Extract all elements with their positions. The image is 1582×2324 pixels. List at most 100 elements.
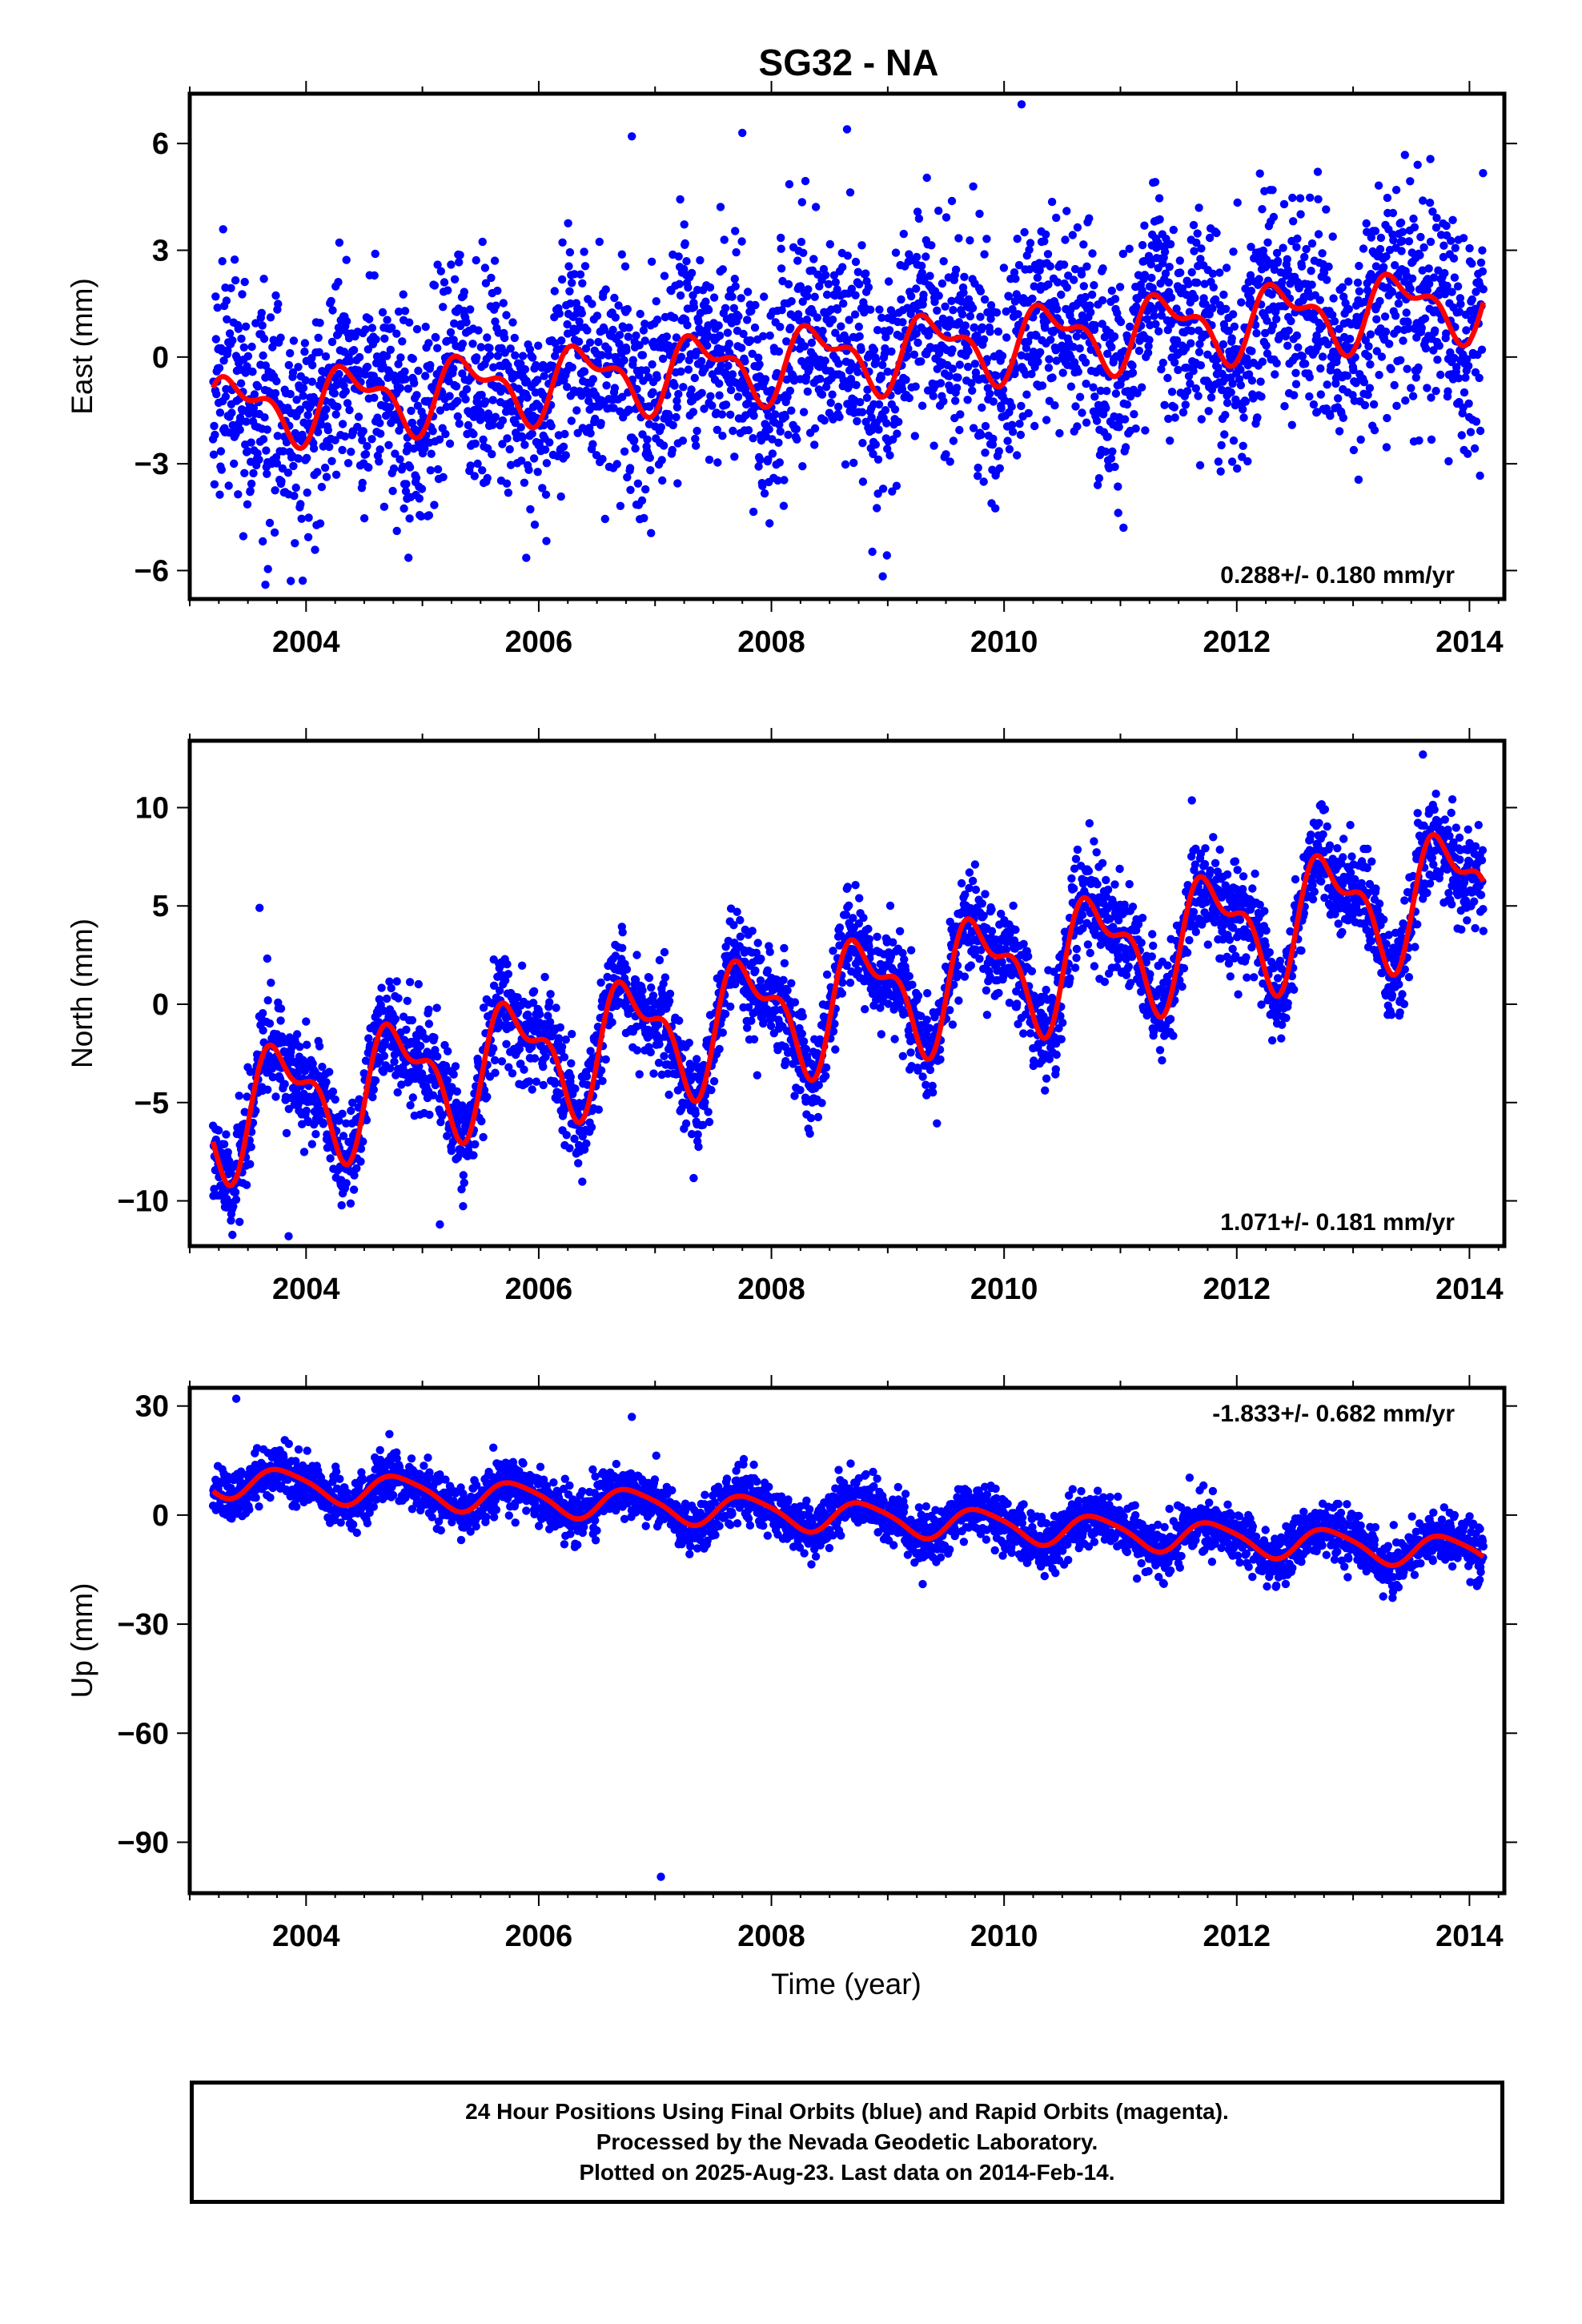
data-point: [891, 248, 901, 257]
data-point: [986, 389, 994, 398]
data-point: [1354, 475, 1363, 485]
data-point: [765, 947, 774, 956]
data-point: [1130, 410, 1138, 419]
data-point: [396, 455, 404, 464]
data-point: [853, 368, 862, 376]
data-point: [1170, 413, 1179, 422]
data-point: [1400, 151, 1410, 159]
data-point: [1392, 401, 1401, 410]
data-point: [1081, 292, 1090, 302]
data-point: [867, 413, 876, 422]
data-point: [675, 279, 684, 288]
data-point: [777, 244, 785, 253]
data-point: [263, 425, 271, 434]
data-point: [729, 426, 737, 436]
data-point: [355, 352, 364, 362]
data-point: [441, 429, 450, 439]
data-point: [853, 267, 863, 276]
y-tick-label: 0: [152, 341, 169, 375]
data-point: [754, 353, 763, 362]
data-point: [455, 258, 464, 267]
data-point: [341, 387, 350, 396]
data-point: [1425, 199, 1435, 207]
data-point: [343, 399, 352, 408]
data-point: [1417, 324, 1427, 332]
data-point: [708, 401, 717, 410]
data-point: [1214, 364, 1223, 372]
data-point: [641, 485, 650, 494]
data-point: [394, 994, 403, 1003]
data-point: [646, 1047, 655, 1057]
data-point: [1184, 279, 1193, 288]
data-point: [966, 236, 974, 245]
data-point: [1212, 228, 1221, 238]
data-point: [596, 419, 605, 428]
data-point: [468, 340, 477, 348]
data-point: [1043, 250, 1053, 259]
data-point: [1302, 244, 1311, 254]
data-point: [594, 337, 603, 347]
data-point: [986, 301, 996, 310]
data-point: [949, 436, 958, 445]
data-point: [1239, 405, 1247, 414]
data-point: [525, 345, 535, 354]
data-point: [835, 412, 844, 421]
data-point: [428, 427, 437, 436]
data-point: [424, 1005, 433, 1015]
data-point: [1010, 268, 1019, 277]
data-point: [400, 307, 410, 316]
data-point: [1419, 243, 1428, 252]
data-point: [676, 195, 685, 204]
data-point: [1406, 177, 1415, 186]
data-point: [259, 351, 267, 360]
data-point: [451, 1062, 460, 1071]
data-point: [1426, 237, 1435, 247]
data-point: [1479, 285, 1488, 294]
data-point: [587, 1123, 596, 1132]
data-point: [1045, 355, 1054, 364]
data-point: [564, 262, 573, 271]
data-point: [266, 313, 275, 322]
data-point: [726, 1002, 735, 1011]
data-point: [1414, 363, 1423, 372]
data-point: [1191, 293, 1199, 303]
data-point: [905, 393, 914, 403]
data-point: [320, 412, 329, 421]
data-point: [873, 326, 882, 335]
data-point: [1329, 294, 1338, 303]
data-point: [296, 500, 305, 509]
data-point: [371, 249, 379, 259]
data-point: [761, 375, 770, 384]
data-point: [691, 1109, 700, 1119]
data-point: [460, 287, 468, 296]
data-point: [1427, 435, 1436, 444]
data-point: [430, 1033, 439, 1042]
data-point: [1110, 462, 1119, 472]
data-point: [473, 459, 482, 468]
data-point: [506, 344, 515, 353]
data-point: [959, 288, 968, 297]
data-point: [1279, 199, 1289, 209]
data-point: [557, 275, 567, 284]
data-point: [298, 576, 307, 585]
data-point: [893, 429, 901, 438]
data-point: [960, 272, 969, 281]
data-point: [798, 462, 807, 471]
outlier-point: [1017, 100, 1026, 109]
data-point: [748, 349, 757, 358]
data-point: [1323, 380, 1331, 389]
data-point: [528, 429, 536, 438]
data-point: [673, 403, 682, 412]
data-point: [234, 490, 243, 499]
data-point: [958, 297, 966, 306]
data-point: [718, 432, 727, 440]
data-point: [1420, 314, 1430, 323]
data-point: [354, 412, 363, 421]
data-point: [785, 386, 795, 396]
data-point: [1047, 197, 1057, 207]
data-point: [299, 1148, 309, 1156]
data-point: [268, 343, 277, 352]
data-point: [693, 426, 701, 436]
data-point: [469, 429, 478, 439]
data-point: [1228, 379, 1237, 388]
